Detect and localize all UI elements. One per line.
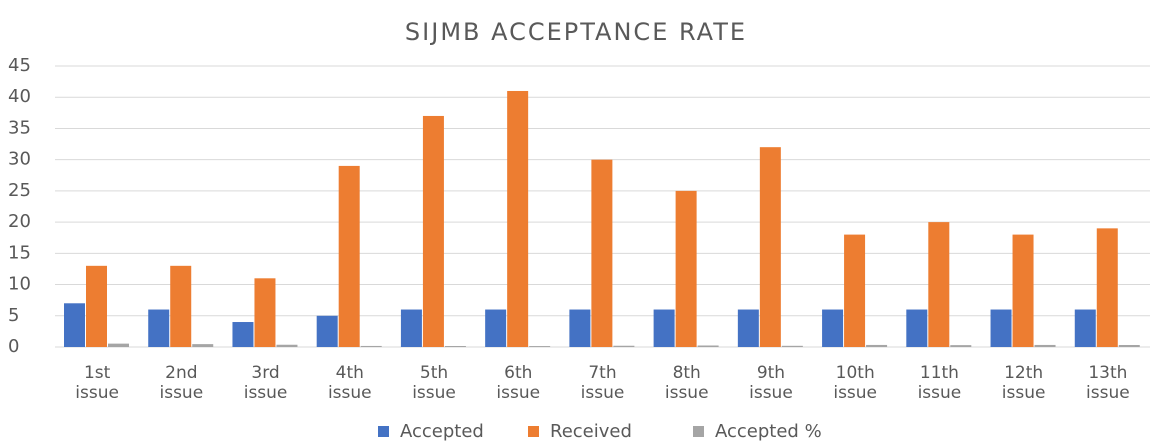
x-tick-label: 13th issue — [1086, 363, 1130, 403]
bar — [232, 322, 254, 347]
bar — [759, 147, 781, 347]
bar — [737, 309, 759, 347]
bar — [86, 265, 107, 347]
bar — [254, 278, 276, 347]
legend-label: Received — [550, 421, 632, 442]
legend-label: Accepted — [400, 421, 484, 442]
legend-swatch — [693, 426, 704, 437]
bar — [444, 346, 466, 347]
bar — [485, 309, 507, 347]
bar — [569, 309, 591, 347]
x-tick-label: 8th issue — [664, 363, 709, 403]
bar — [529, 346, 551, 347]
legend-swatch — [528, 426, 539, 437]
bar — [400, 309, 422, 347]
legend-swatch — [378, 426, 389, 437]
bar — [316, 315, 338, 347]
bar — [1118, 345, 1140, 347]
bar — [360, 345, 382, 347]
y-tick-label: 20 — [8, 211, 31, 232]
bar — [1012, 234, 1034, 347]
x-tick-label: 1st issue — [75, 363, 119, 403]
bar — [653, 309, 675, 347]
y-tick-label: 5 — [8, 305, 19, 326]
bar — [822, 309, 844, 347]
bar — [675, 190, 697, 347]
bar — [1096, 228, 1118, 347]
bar — [148, 309, 170, 347]
y-tick-label: 25 — [8, 180, 31, 201]
x-tick-label: 5th issue — [412, 363, 456, 403]
bar — [866, 344, 888, 347]
bar — [781, 345, 803, 347]
y-tick-label: 10 — [8, 274, 31, 295]
bar — [192, 344, 214, 347]
x-tick-label: 12th issue — [1001, 363, 1046, 403]
bar — [1034, 344, 1056, 347]
bar — [1074, 309, 1096, 347]
bar — [928, 222, 950, 347]
x-tick-label: 7th issue — [580, 363, 625, 403]
y-tick-label: 30 — [8, 149, 31, 170]
y-tick-label: 35 — [8, 117, 31, 138]
x-tick-label: 10th issue — [833, 363, 878, 403]
bar — [276, 344, 298, 347]
bar — [591, 159, 613, 347]
bar — [422, 115, 444, 347]
y-tick-label: 15 — [8, 242, 31, 263]
legend-label: Accepted % — [715, 421, 822, 442]
bar — [990, 309, 1012, 347]
bar — [507, 90, 529, 347]
y-tick-label: 45 — [8, 55, 31, 76]
bar — [108, 343, 129, 347]
bar — [338, 165, 360, 347]
bar — [170, 265, 192, 347]
x-tick-label: 3rd issue — [243, 363, 288, 403]
bar — [950, 345, 972, 347]
x-tick-label: 11th issue — [917, 363, 962, 403]
chart-title: SIJMB ACCEPTANCE RATE — [405, 18, 747, 46]
bar — [697, 345, 719, 347]
y-tick-label: 40 — [8, 86, 31, 107]
bar — [64, 303, 85, 347]
bar — [906, 309, 928, 347]
x-tick-label: 9th issue — [749, 363, 793, 403]
bar — [613, 345, 635, 347]
x-tick-label: 6th issue — [496, 363, 541, 403]
y-tick-label: 0 — [8, 336, 19, 357]
x-tick-label: 4th issue — [327, 363, 372, 403]
bar — [844, 234, 866, 347]
x-tick-label: 2nd issue — [159, 363, 204, 403]
